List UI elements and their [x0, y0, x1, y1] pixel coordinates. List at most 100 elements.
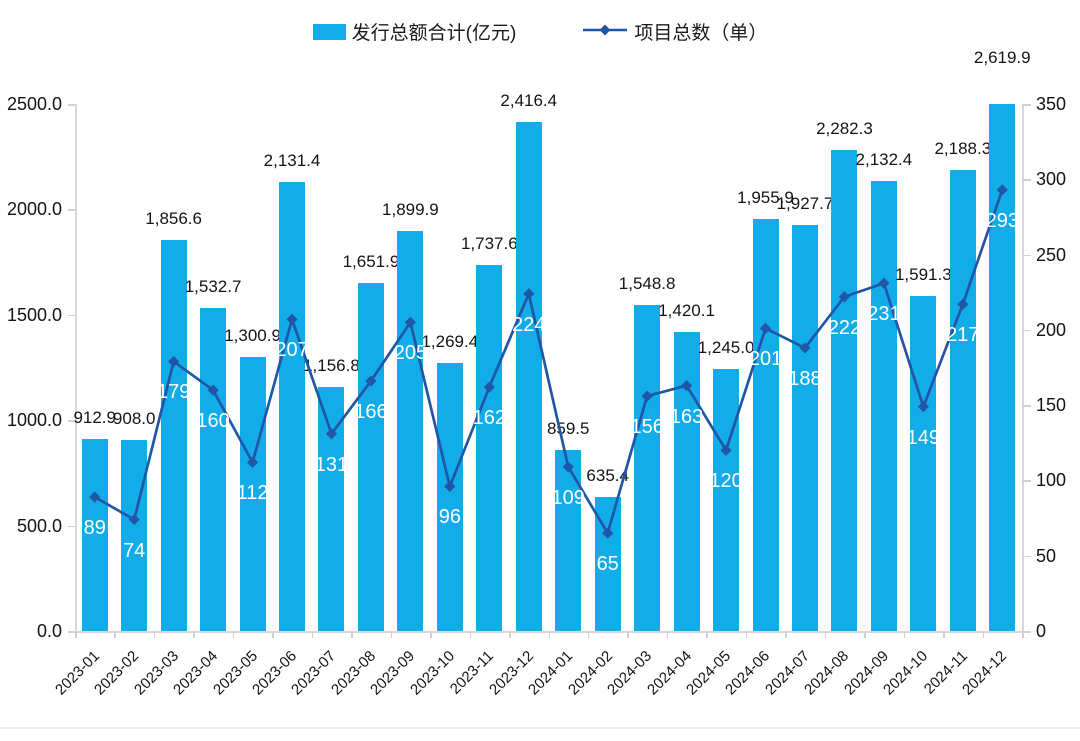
- x-axis-tickmark: [1022, 632, 1024, 638]
- bar-value-label-2024-12: 2,619.9: [973, 47, 1031, 67]
- bar-2024-12: [989, 104, 1016, 631]
- right-axis-tickmark: [1022, 405, 1031, 407]
- right-axis-tickmark: [1022, 555, 1031, 558]
- x-axis-line: [75, 631, 1024, 633]
- bottom-divider: [0, 727, 1080, 729]
- bar-2023-06: [279, 181, 306, 631]
- line-point-label-2023-02: 74: [123, 539, 146, 562]
- x-axis-tickmark: [785, 632, 787, 638]
- bar-value-label-2023-09: 1,899.9: [382, 199, 439, 219]
- line-series-marker-icon: [582, 21, 628, 43]
- x-axis-tickmark: [666, 632, 669, 638]
- legend-line-label: 项目总数（单）: [634, 23, 768, 44]
- left-axis-tickmark: [68, 104, 75, 106]
- right-axis-tickmark: [1022, 254, 1031, 257]
- bar-2023-03: [160, 239, 187, 631]
- x-axis-tickmark: [627, 632, 629, 638]
- legend-item-line-series: 项目总数（单）: [582, 18, 767, 45]
- line-point-label-2024-03: 156: [630, 416, 664, 439]
- bar-value-label-2023-03: 1,856.6: [145, 208, 202, 228]
- left-axis-tickmark: [68, 631, 75, 633]
- legend-item-bar-series: 发行总额合计(亿元): [312, 18, 517, 45]
- line-point-label-2024-02: 65: [596, 553, 619, 576]
- bar-value-label-2024-04: 1,420.1: [658, 300, 715, 320]
- left-axis-tickmark: [68, 209, 75, 211]
- line-point-label-2023-04: 160: [196, 410, 230, 433]
- x-axis-tickmark: [745, 632, 748, 638]
- x-axis-tickmark: [153, 632, 156, 638]
- legend-bar-label: 发行总额合计(亿元): [351, 23, 517, 44]
- bar-value-label-2023-12: 2,416.4: [500, 90, 558, 110]
- x-axis-tickmark: [509, 632, 511, 638]
- y-axis-label-left-2500: 2500.0: [6, 94, 62, 114]
- x-axis-tickmark: [706, 632, 708, 638]
- y-axis-label-right-100: 100: [1036, 470, 1067, 491]
- line-point-label-2024-05: 120: [709, 470, 743, 493]
- line-point-label-2024-04: 163: [669, 405, 704, 428]
- bar-value-label-2024-11: 2,188.3: [934, 138, 992, 158]
- bar-2024-06: [752, 218, 779, 631]
- x-axis-tickmark: [272, 632, 274, 638]
- line-point-label-2024-11: 217: [946, 324, 980, 347]
- y-axis-label-right-50: 50: [1036, 545, 1057, 566]
- line-point-label-2024-06: 201: [748, 348, 783, 371]
- line-point-label-2023-10: 96: [438, 506, 461, 529]
- bar-2023-04: [200, 307, 227, 631]
- line-point-label-2024-07: 188: [788, 367, 822, 390]
- x-axis-tickmark: [193, 632, 195, 638]
- x-axis-tickmark: [430, 632, 432, 638]
- right-axis-tickmark: [1022, 104, 1031, 106]
- right-axis-tickmark: [1022, 329, 1031, 332]
- bar-series-swatch-icon: [312, 23, 346, 40]
- y-axis-label-left-2000: 2000.0: [6, 199, 62, 220]
- x-axis-tickmark: [864, 632, 866, 638]
- x-axis-tickmark: [390, 632, 393, 638]
- line-point-label-2024-08: 222: [827, 316, 862, 339]
- right-axis-tickmark: [1022, 179, 1031, 181]
- chart-legend: 发行总额合计(亿元) 项目总数（单）: [0, 18, 1080, 45]
- line-point-label-2023-06: 207: [275, 339, 309, 362]
- line-point-label-2023-01: 89: [83, 516, 106, 539]
- line-point-label-2023-09: 205: [393, 342, 428, 365]
- bar-value-label-2024-03: 1,548.8: [618, 273, 676, 293]
- x-axis-tickmark: [75, 632, 77, 638]
- bar-value-label-2024-08: 2,282.3: [816, 118, 873, 138]
- y-axis-label-right-350: 350: [1036, 94, 1067, 114]
- line-point-label-2023-08: 166: [354, 401, 388, 424]
- y-axis-label-right-0: 0: [1036, 621, 1047, 641]
- bar-2023-12: [515, 121, 542, 631]
- x-axis-tickmark: [587, 632, 590, 638]
- line-point-label-2023-03: 179: [156, 381, 191, 404]
- y-axis-label-right-200: 200: [1036, 319, 1067, 340]
- x-axis-tickmark: [548, 632, 550, 638]
- y-axis-label-left-500: 500.0: [16, 515, 62, 536]
- x-axis-tickmark: [232, 632, 235, 638]
- bar-2023-10: [436, 363, 463, 631]
- line-point-label-2023-07: 131: [314, 453, 349, 476]
- y-axis-label-left-1500: 1500.0: [6, 304, 62, 325]
- line-point-label-2024-12: 293: [985, 209, 1019, 232]
- line-point-label-2024-10: 149: [906, 426, 941, 449]
- y-axis-label-right-300: 300: [1036, 169, 1067, 190]
- x-axis-tickmark: [311, 632, 314, 638]
- right-axis-tickmark: [1022, 631, 1031, 633]
- bar-2024-03: [634, 304, 661, 631]
- left-axis-tickmark: [68, 314, 75, 317]
- line-point-label-2024-09: 231: [867, 303, 901, 326]
- bar-value-label-2023-04: 1,532.7: [184, 276, 242, 296]
- x-axis-tickmark: [351, 632, 353, 638]
- x-axis-tickmark: [982, 632, 985, 638]
- left-axis-tickmark: [68, 525, 75, 528]
- line-point-label-2023-12: 224: [512, 313, 546, 336]
- left-axis-tickmark: [68, 420, 75, 422]
- bar-2023-09: [397, 230, 424, 631]
- x-axis-tickmark: [469, 632, 472, 638]
- bar-2024-11: [949, 169, 976, 631]
- line-point-label-2023-05: 112: [236, 482, 269, 505]
- y-axis-label-right-250: 250: [1036, 244, 1067, 265]
- bar-value-label-2023-06: 2,131.4: [263, 150, 321, 170]
- x-axis-tickmark: [943, 632, 945, 638]
- x-axis-tickmark: [903, 632, 906, 638]
- x-axis-tickmark: [114, 632, 116, 638]
